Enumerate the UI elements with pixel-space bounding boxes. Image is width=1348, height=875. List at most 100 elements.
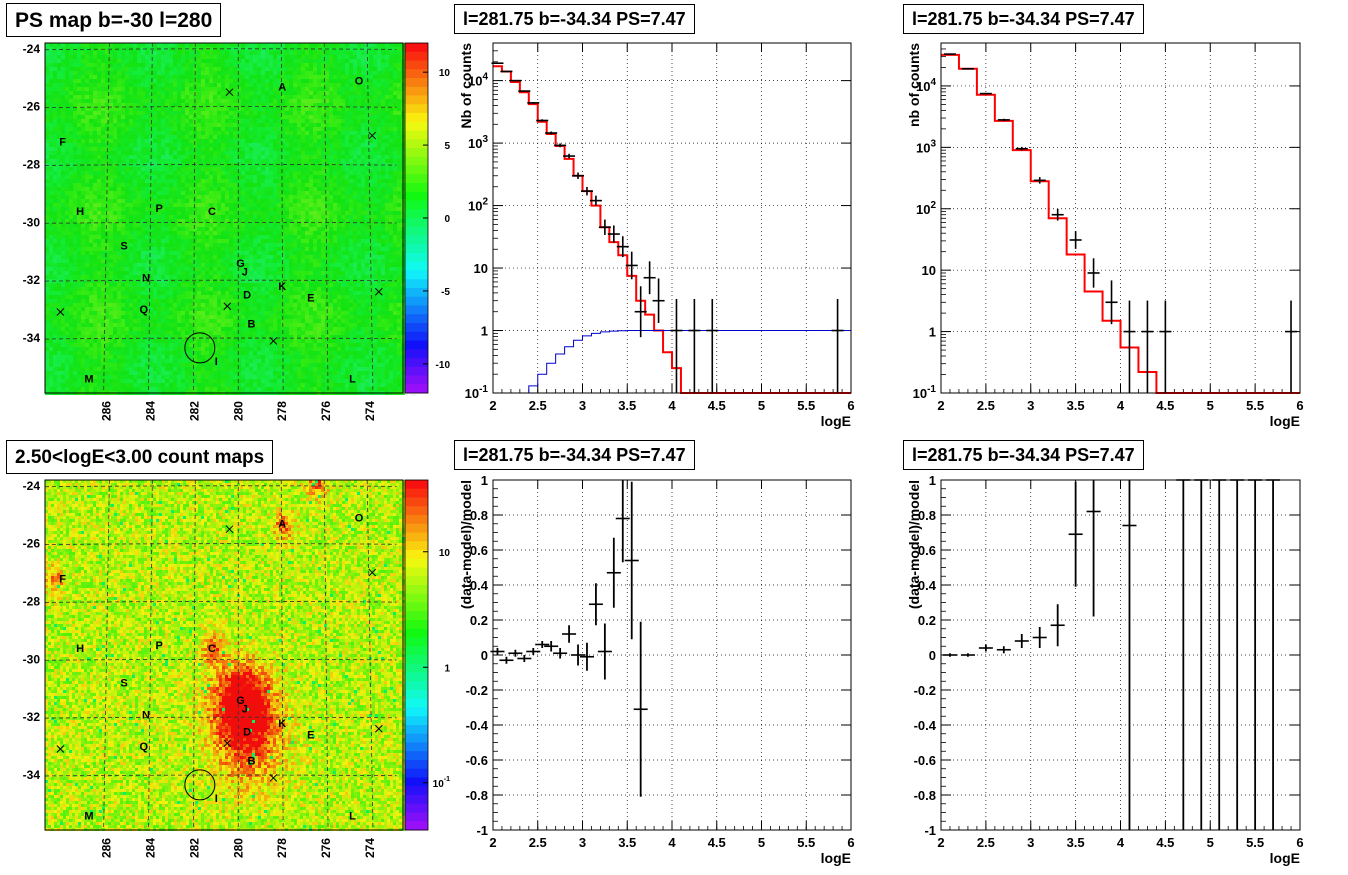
map-pixel [281,159,285,163]
map-pixel [285,83,289,87]
map-pixel [249,171,253,175]
map-pixel [77,231,81,235]
map-pixel [333,183,337,187]
map-pixel [273,63,277,67]
map-pixel [225,259,229,263]
map-pixel [217,255,221,259]
map-pixel [337,223,341,227]
map-pixel [261,227,265,231]
map-pixel [241,95,245,99]
map-pixel [89,99,93,103]
map-pixel [357,235,361,239]
map-pixel [337,195,341,199]
map-pixel [345,159,349,163]
map-pixel [301,131,305,135]
map-pixel [269,179,273,183]
map-pixel [365,243,369,247]
map-pixel [381,103,385,107]
map-pixel [77,139,81,143]
map-pixel [125,211,129,215]
map-pixel [253,71,257,75]
map-pixel [125,227,129,231]
map-pixel [201,99,205,103]
map-pixel [129,143,133,147]
map-pixel [137,131,141,135]
map-pixel [325,135,329,139]
map-pixel [177,131,181,135]
map-pixel [229,231,233,235]
map-pixel [393,115,397,119]
map-pixel [321,71,325,75]
map-pixel [273,255,277,259]
map-pixel [257,215,261,219]
map-pixel [317,191,321,195]
map-pixel [181,247,185,251]
map-pixel [389,255,393,259]
map-pixel [261,223,265,227]
map-pixel [237,67,241,71]
map-pixel [325,207,329,211]
map-pixel [129,195,133,199]
map-pixel [161,147,165,151]
map-pixel [337,231,341,235]
map-pixel [385,207,389,211]
map-pixel [397,179,401,183]
map-pixel [173,119,177,123]
map-pixel [69,91,73,95]
map-pixel [97,219,101,223]
map-pixel [349,95,353,99]
map-pixel [273,67,277,71]
map-pixel [189,59,193,63]
map-pixel [349,55,353,59]
map-pixel [137,215,141,219]
map-pixel [273,223,277,227]
map-pixel [129,259,133,263]
map-pixel [205,79,209,83]
map-pixel [301,203,305,207]
map-pixel [209,71,213,75]
map-pixel [277,99,281,103]
map-pixel [229,87,233,91]
map-pixel [269,235,273,239]
map-pixel [209,99,213,103]
map-pixel [173,135,177,139]
map-pixel [385,83,389,87]
map-pixel [305,231,309,235]
map-pixel [329,231,333,235]
map-pixel [85,247,89,251]
map-pixel [69,199,73,203]
map-pixel [213,107,217,111]
map-pixel [293,127,297,131]
map-pixel [73,95,77,99]
map-pixel [145,59,149,63]
map-pixel [173,151,177,155]
map-pixel [169,135,173,139]
map-pixel [357,143,361,147]
map-pixel [105,131,109,135]
map-pixel [109,127,113,131]
map-pixel [257,231,261,235]
map-pixel [221,55,225,59]
map-pixel [197,151,201,155]
map-pixel [321,191,325,195]
map-pixel [225,75,229,79]
map-pixel [373,55,377,59]
map-pixel [265,251,269,255]
map-pixel [365,179,369,183]
map-pixel [373,159,377,163]
map-pixel [129,183,133,187]
map-pixel [117,111,121,115]
map-pixel [185,83,189,87]
map-pixel [161,59,165,63]
map-pixel [337,107,341,111]
map-pixel [381,107,385,111]
map-pixel [377,163,381,167]
map-pixel [257,135,261,139]
map-pixel [313,127,317,131]
map-pixel [277,87,281,91]
map-pixel [93,83,97,87]
map-pixel [241,259,245,263]
map-pixel [57,139,61,143]
map-pixel [293,83,297,87]
map-pixel [213,211,217,215]
